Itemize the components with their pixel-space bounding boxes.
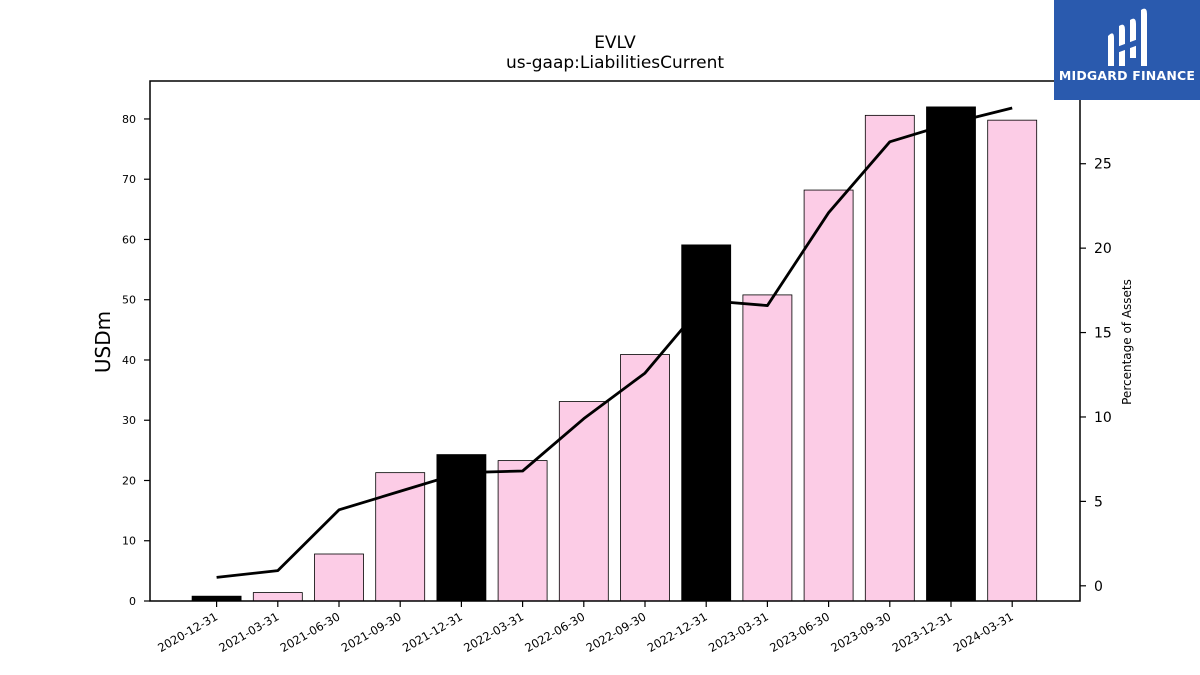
y2-axis-label: Percentage of Assets xyxy=(1120,279,1134,405)
y-axis-label: USDm xyxy=(91,311,115,373)
x-tick-label: 2023-03-31 xyxy=(706,609,771,655)
x-tick-label: 2021-12-31 xyxy=(400,609,465,655)
bar-2022-03-31 xyxy=(497,460,548,602)
y-tick-label: 40 xyxy=(122,354,136,367)
x-tick-label: 2022-03-31 xyxy=(461,609,526,655)
x-tick-label: 2023-12-31 xyxy=(890,609,955,655)
y-tick-label: 30 xyxy=(122,414,136,427)
x-tick-label: 2021-06-30 xyxy=(278,609,343,655)
bar-2023-09-30 xyxy=(864,114,915,602)
bar-2022-12-31 xyxy=(681,244,732,602)
y-tick-label: 50 xyxy=(122,294,136,307)
bar-2022-09-30 xyxy=(620,354,670,602)
x-tick-label: 2022-06-30 xyxy=(522,609,587,655)
y-tick-label: 0 xyxy=(129,595,136,608)
x-tick-label: 2022-09-30 xyxy=(584,609,649,655)
plot-frame xyxy=(149,80,1081,602)
y-tick-label: 60 xyxy=(122,233,136,246)
bars-group xyxy=(191,106,1038,602)
bar-2023-03-31 xyxy=(742,294,793,602)
x-tick-label: 2023-06-30 xyxy=(767,609,832,655)
y2-tick-label: 10 xyxy=(1094,410,1112,426)
x-tick-label: 2021-09-30 xyxy=(339,609,404,655)
x-tick-label: 2021-03-31 xyxy=(216,609,281,655)
y2-tick-label: 25 xyxy=(1094,157,1112,173)
midgard-logo: MIDGARD FINANCE xyxy=(1054,0,1200,100)
y-tick-label: 80 xyxy=(122,113,136,126)
line-group xyxy=(216,106,1013,579)
x-tick-label: 2020-12-31 xyxy=(155,609,220,655)
x-tick-label: 2024-03-31 xyxy=(951,609,1016,655)
bar-2021-09-30 xyxy=(375,472,426,602)
logo-text: MIDGARD FINANCE xyxy=(1058,68,1196,83)
bar-2023-12-31 xyxy=(926,106,976,602)
y2-tick-label: 0 xyxy=(1094,579,1103,595)
bar-2024-03-31 xyxy=(987,119,1038,602)
x-tick-label: 2023-09-30 xyxy=(828,609,893,655)
bar-2022-06-30 xyxy=(558,401,609,602)
y2-tick-label: 5 xyxy=(1094,494,1103,510)
y-tick-label: 70 xyxy=(122,173,136,186)
y-tick-label: 20 xyxy=(122,474,136,487)
bar-2021-06-30 xyxy=(314,553,364,602)
chart-title: EVLV xyxy=(594,33,636,53)
logo-mark-icon xyxy=(1108,8,1147,66)
y2-tick-label: 20 xyxy=(1094,241,1112,257)
y-tick-label: 10 xyxy=(122,535,136,548)
bar-2021-03-31 xyxy=(252,592,303,602)
bar-2023-06-30 xyxy=(803,189,854,602)
percentage-line xyxy=(216,106,1013,579)
y2-tick-label: 15 xyxy=(1094,326,1112,342)
chart-subtitle: us-gaap:LiabilitiesCurrent xyxy=(506,53,724,73)
x-tick-label: 2022-12-31 xyxy=(645,609,710,655)
